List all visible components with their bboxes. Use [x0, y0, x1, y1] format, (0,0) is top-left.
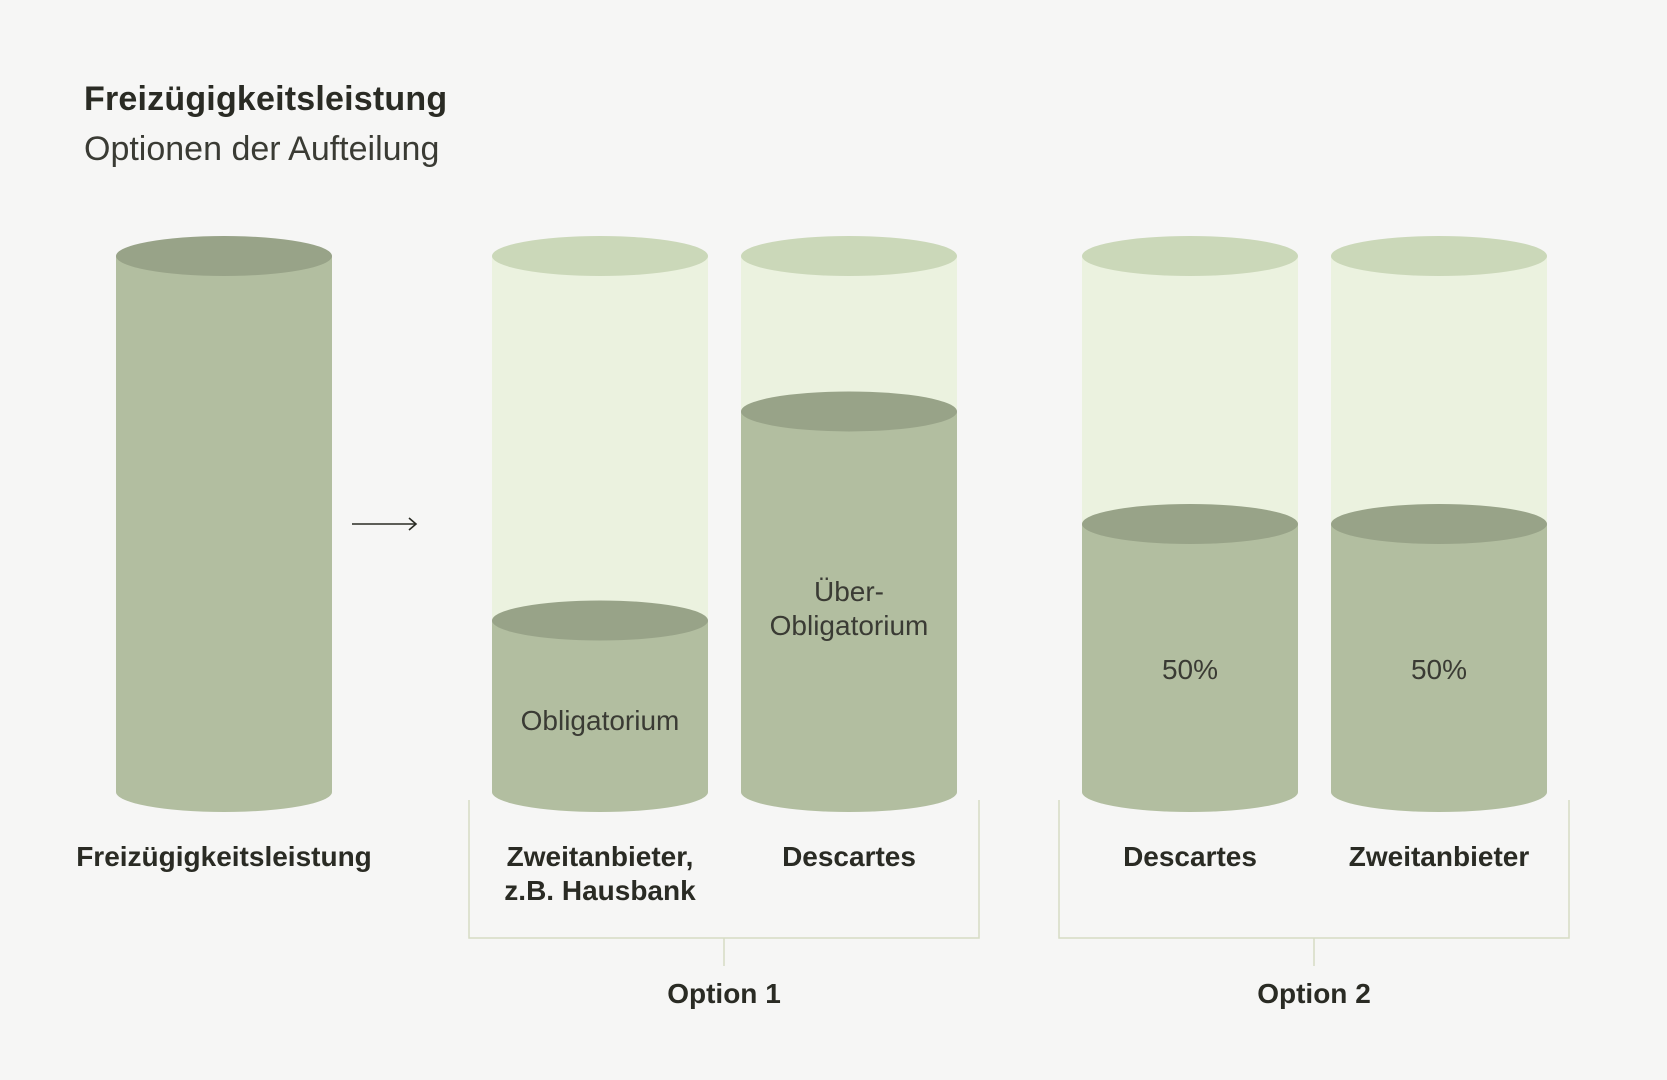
option-label: Option 2: [1257, 978, 1371, 1009]
cylinder-inner-label: 50%: [1162, 654, 1218, 685]
cylinder-caption: Descartes: [782, 841, 916, 872]
right-arrow-icon: [352, 517, 418, 531]
cylinder-fill-body: [1082, 524, 1298, 792]
cylinder-inner-label: Obligatorium: [770, 610, 929, 641]
cylinder-fill-surface: [1082, 504, 1298, 544]
cylinder-opt2-b: 50% Zweitanbieter: [1331, 236, 1547, 872]
option-bracket-2: Option 2: [1058, 800, 1570, 1009]
cylinder-rim: [1331, 236, 1547, 276]
cylinder-rim: [1082, 236, 1298, 276]
cylinder-caption: Zweitanbieter,: [507, 841, 694, 872]
cylinder-empty-body: [741, 256, 957, 412]
cylinder-fill-body: [492, 620, 708, 792]
cylinder-base: [492, 772, 708, 812]
cylinder-empty-body: [1082, 256, 1298, 524]
diagram-title: Freizügigkeitsleistung: [84, 80, 448, 118]
cylinder-base: [1331, 772, 1547, 812]
option-label: Option 1: [667, 978, 781, 1009]
cylinder-caption: z.B. Hausbank: [504, 875, 696, 906]
cylinder-caption: Descartes: [1123, 841, 1257, 872]
option-bracket-1: Option 1: [468, 800, 980, 1009]
cylinder-fill-surface: [116, 236, 332, 276]
cylinder-inner-label: Über-: [814, 576, 884, 607]
cylinder-rim: [741, 236, 957, 276]
cylinder-fill-body: [741, 411, 957, 792]
cylinder-caption: Zweitanbieter: [1349, 841, 1530, 872]
bracket-line: [468, 800, 980, 966]
cylinder-empty-body: [492, 256, 708, 621]
cylinder-opt1-a: Obligatorium Zweitanbieter,z.B. Hausbank: [492, 236, 708, 906]
cylinder-inner-label: 50%: [1411, 654, 1467, 685]
cylinder-caption: Freizügigkeitsleistung: [76, 841, 372, 872]
cylinder-fill-surface: [741, 391, 957, 432]
cylinder-base: [1082, 772, 1298, 812]
cylinder-rim: [492, 236, 708, 276]
cylinder-inner-label: Obligatorium: [521, 705, 680, 736]
cylinder-opt1-b: Über-Obligatorium Descartes: [741, 236, 957, 872]
cylinder-empty-body: [1331, 256, 1547, 524]
cylinder-base: [116, 772, 332, 812]
cylinder-source: Freizügigkeitsleistung: [76, 236, 372, 872]
cylinder-fill-surface: [1331, 504, 1547, 544]
bracket-line: [1058, 800, 1570, 966]
diagram-subtitle: Optionen der Aufteilung: [84, 130, 440, 168]
cylinder-fill-surface: [492, 600, 708, 641]
arrow-head: [408, 517, 418, 531]
cylinder-fill-body: [116, 256, 332, 792]
cylinder-fill-body: [1331, 524, 1547, 792]
cylinder-opt2-a: 50% Descartes: [1082, 236, 1298, 872]
cylinder-base: [741, 772, 957, 812]
